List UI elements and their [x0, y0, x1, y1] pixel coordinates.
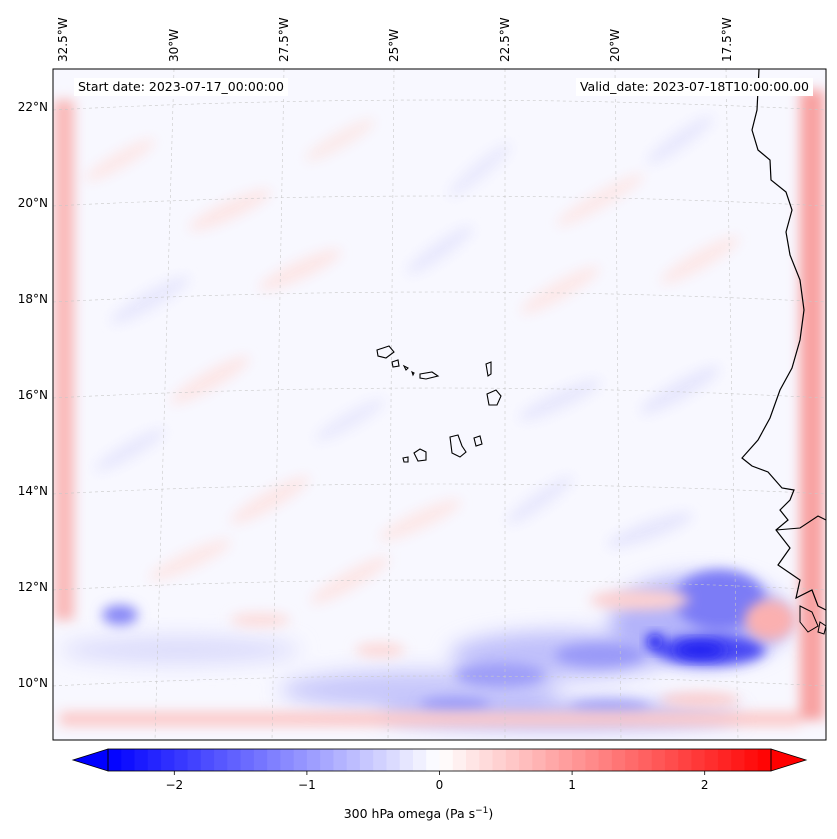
colorbar-extend-min [71, 748, 109, 772]
omega-field [53, 69, 826, 740]
colorbar-segment [306, 749, 321, 771]
colorbar-segment [253, 749, 268, 771]
lon-tick-label: 22.5°W [498, 17, 512, 62]
colorbar-segment [585, 749, 600, 771]
colorbar-label: 300 hPa omega (Pa s−1) [0, 806, 837, 821]
colorbar-segment [240, 749, 255, 771]
lon-tick-labels: 32.5°W 30°W 27.5°W 25°W 22.5°W 20°W 17.5… [56, 17, 734, 62]
colorbar-segment [174, 749, 189, 771]
lat-tick-label: 12°N [18, 580, 48, 594]
graticule [53, 69, 826, 740]
colorbar-segment [519, 749, 533, 771]
colorbar-segment [134, 749, 149, 771]
colorbar-segment [108, 749, 122, 771]
colorbar-segment [717, 749, 732, 771]
colorbar-tick-label: 2 [701, 778, 709, 792]
colorbar-segment [359, 749, 374, 771]
colorbar-segment [161, 749, 175, 771]
colorbar-segment [558, 749, 573, 771]
colorbar-extend-max [770, 748, 808, 772]
lon-tick-label: 30°W [167, 29, 181, 62]
colorbar-segment [200, 749, 215, 771]
map-frame [52, 68, 827, 741]
lat-tick-label: 18°N [18, 292, 48, 306]
colorbar-label-end: ) [488, 806, 494, 822]
colorbar: −2 −1 0 1 2 [71, 748, 808, 792]
colorbar-segment [757, 749, 772, 771]
colorbar-segment [320, 749, 335, 771]
colorbar-segment [638, 749, 653, 771]
colorbar-segment [439, 749, 454, 771]
colorbar-segment [664, 749, 679, 771]
africa-coastline [741, 69, 826, 611]
lon-tick-label: 27.5°W [277, 17, 291, 62]
colorbar-segment [611, 749, 626, 771]
colorbar-segment [147, 749, 162, 771]
colorbar-segment [545, 749, 560, 771]
colorbar-segment [466, 749, 480, 771]
colorbar-segment [187, 749, 202, 771]
lat-tick-label: 22°N [18, 100, 48, 114]
colorbar-segment [532, 749, 547, 771]
lon-tick-label: 20°W [608, 29, 622, 62]
colorbar-tick-label: −2 [165, 778, 183, 792]
valid-date-label: Valid_date: 2023-07-18T10:00:00.00 [575, 78, 813, 96]
colorbar-segment [731, 749, 746, 771]
colorbar-segment [280, 749, 295, 771]
colorbar-segment [479, 749, 494, 771]
colorbar-segment [691, 749, 706, 771]
colorbar-segment [121, 749, 136, 771]
colorbar-segment [267, 749, 281, 771]
cape-verde-islands [376, 345, 502, 463]
colorbar-tick-label: 0 [436, 778, 444, 792]
colorbar-segment [505, 749, 520, 771]
colorbar-segment [293, 749, 308, 771]
colorbar-label-text: 300 hPa omega (Pa s [343, 806, 476, 822]
lon-tick-label: 32.5°W [56, 17, 70, 62]
colorbar-segment [744, 749, 759, 771]
lat-tick-labels: 22°N 20°N 18°N 16°N 14°N 12°N 10°N [18, 100, 48, 690]
lon-tick-label: 25°W [387, 29, 401, 62]
colorbar-segment [678, 749, 693, 771]
colorbar-segment [386, 749, 401, 771]
colorbar-tick-label: −1 [298, 778, 316, 792]
colorbar-segment [625, 749, 639, 771]
lat-tick-label: 10°N [18, 676, 48, 690]
colorbar-label-exponent: −1 [475, 806, 489, 816]
colorbar-segment [412, 749, 427, 771]
colorbar-segment [346, 749, 361, 771]
colorbar-segment [214, 749, 228, 771]
lat-tick-label: 20°N [18, 196, 48, 210]
colorbar-segment [651, 749, 666, 771]
colorbar-tick-label: 1 [568, 778, 576, 792]
lat-tick-label: 16°N [18, 388, 48, 402]
colorbar-segment [704, 749, 719, 771]
lon-tick-label: 17.5°W [720, 17, 734, 62]
colorbar-segment [373, 749, 388, 771]
colorbar-segment [598, 749, 613, 771]
colorbar-segment [572, 749, 586, 771]
lat-tick-label: 14°N [18, 484, 48, 498]
start-date-label: Start date: 2023-07-17_00:00:00 [74, 78, 288, 96]
colorbar-segment [333, 749, 348, 771]
colorbar-ticks: −2 −1 0 1 2 [165, 771, 709, 792]
colorbar-segments [108, 749, 772, 771]
colorbar-segment [492, 749, 507, 771]
colorbar-segment [426, 749, 441, 771]
colorbar-segment [399, 749, 414, 771]
colorbar-segment [452, 749, 467, 771]
colorbar-segment [227, 749, 242, 771]
